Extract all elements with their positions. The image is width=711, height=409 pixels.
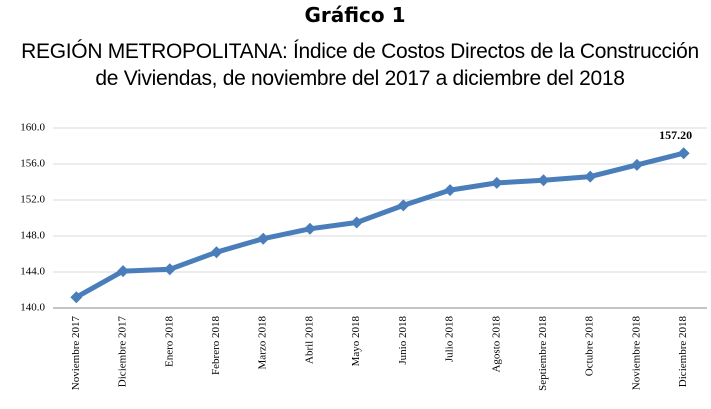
data-point [444, 184, 457, 197]
x-tick-label: Diciembre 2017 [117, 316, 129, 388]
data-point [584, 170, 597, 183]
x-tick-label: Enero 2018 [163, 316, 175, 368]
x-tick-label: Octubre 2018 [584, 316, 596, 377]
data-point [677, 147, 690, 160]
y-tick-label: 144.0 [20, 266, 45, 278]
chart-subtitle: REGIÓN METROPOLITANA: Índice de Costos D… [21, 40, 699, 63]
x-tick-label: Marzo 2018 [257, 316, 269, 370]
x-tick-label: Mayo 2018 [350, 316, 362, 367]
x-tick-label: Diciembre 2018 [677, 316, 689, 388]
value-label: 157.20 [659, 128, 692, 142]
data-point [303, 222, 316, 235]
data-point [163, 263, 176, 276]
y-tick-label: 152.0 [20, 194, 45, 206]
data-point [537, 174, 550, 187]
x-tick-label: Abril 2018 [303, 316, 315, 364]
data-point [397, 199, 410, 212]
y-tick-label: 148.0 [20, 230, 45, 242]
y-tick-label: 156.0 [20, 158, 45, 170]
x-tick-label: Junio 2018 [397, 316, 409, 365]
x-tick-label: Agosto 2018 [490, 316, 502, 373]
x-tick-label: Febrero 2018 [210, 316, 222, 375]
data-point [350, 216, 363, 229]
data-point [70, 291, 83, 304]
chart-subtitle: de Viviendas, de noviembre del 2017 a di… [95, 67, 624, 90]
y-tick-label: 160.0 [20, 122, 45, 134]
data-point [257, 232, 270, 245]
chart-title: Gráfico 1 [304, 3, 405, 27]
x-tick-label: Julio 2018 [444, 316, 456, 363]
x-tick-label: Septiembre 2018 [537, 316, 549, 391]
y-tick-label: 140.0 [20, 302, 45, 314]
data-point [490, 176, 503, 189]
data-point [630, 158, 643, 171]
data-point [117, 265, 130, 278]
x-tick-label: Noviembre 2017 [70, 316, 82, 391]
x-tick-label: Noviembre 2018 [630, 316, 642, 391]
data-point [210, 246, 223, 259]
data-line [75, 150, 685, 300]
